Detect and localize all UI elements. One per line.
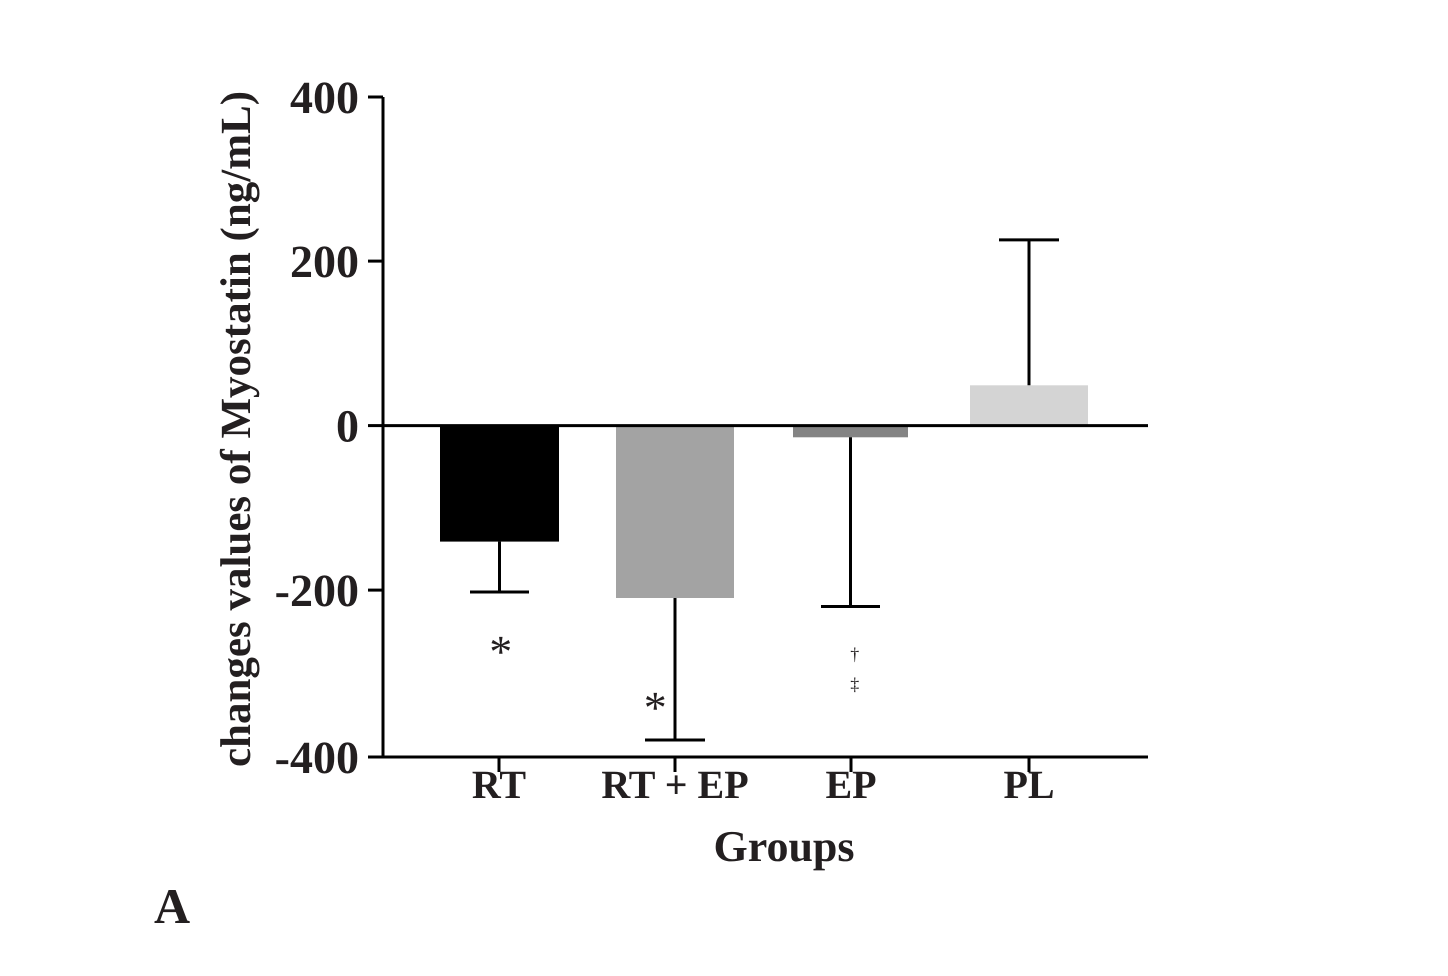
svg-text:*: * — [644, 682, 667, 733]
svg-text:*: * — [489, 626, 512, 677]
svg-text:†: † — [850, 644, 859, 664]
svg-text:-400: -400 — [275, 732, 359, 783]
svg-text:400: 400 — [290, 72, 359, 123]
svg-text:‡: ‡ — [850, 674, 859, 694]
svg-text:200: 200 — [290, 236, 359, 287]
svg-text:0: 0 — [336, 401, 359, 452]
svg-text:RT: RT — [472, 762, 526, 807]
svg-text:EP: EP — [825, 762, 876, 807]
svg-text:RT + EP: RT + EP — [601, 762, 748, 807]
svg-text:PL: PL — [1003, 762, 1054, 807]
svg-text:changes values of Myostatin (n: changes values of Myostatin (ng/mL) — [213, 91, 260, 767]
svg-text:-200: -200 — [275, 565, 359, 616]
svg-text:Groups: Groups — [713, 822, 854, 871]
